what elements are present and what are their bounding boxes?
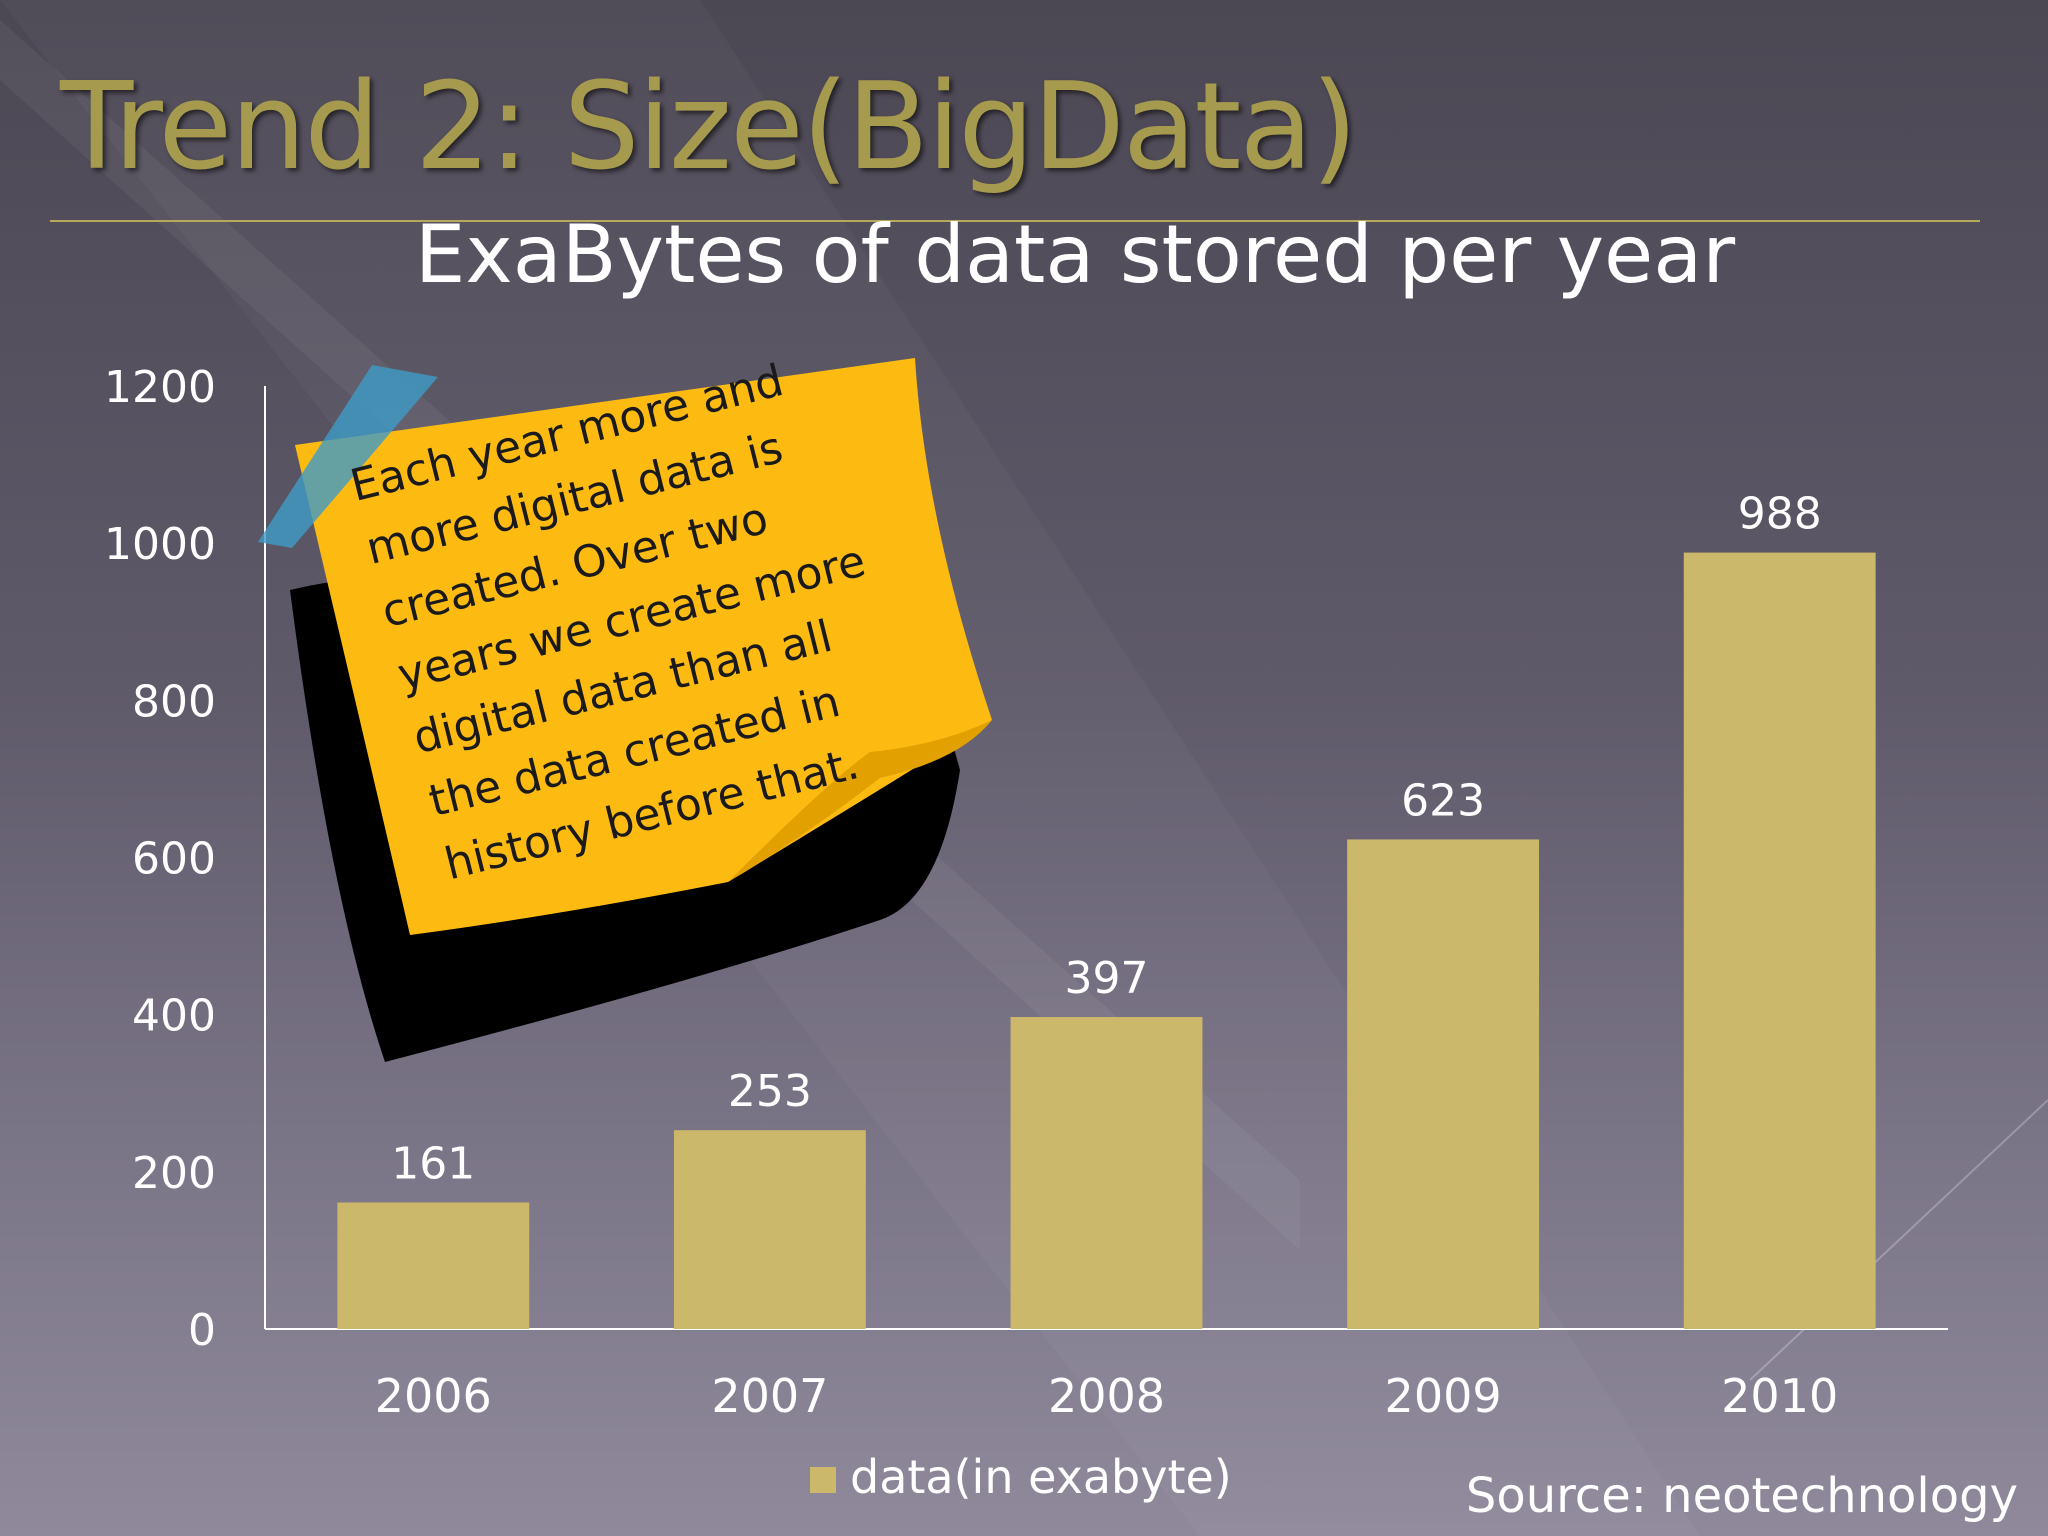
y-tick-label: 1000 <box>104 519 216 570</box>
source-label: Source: neotechnology <box>1466 1468 2018 1524</box>
x-axis-tick-labels: 2006 2007 2008 2009 2010 <box>375 1369 1838 1423</box>
x-tick-label: 2010 <box>1721 1369 1838 1423</box>
bar <box>1010 1017 1203 1329</box>
y-tick-label: 1200 <box>104 362 216 413</box>
y-tick-label: 800 <box>132 676 216 727</box>
bar-value-label: 253 <box>728 1066 812 1117</box>
chart-title: ExaBytes of data stored per year <box>415 208 1735 301</box>
bar-value-label: 397 <box>1065 953 1149 1004</box>
bar <box>337 1202 530 1329</box>
x-tick-label: 2006 <box>375 1369 492 1423</box>
slide-title: Trend 2: Size(BigData) <box>60 58 1358 197</box>
y-axis-tick-labels: 0 200 400 600 800 1000 1200 <box>104 362 216 1356</box>
y-tick-label: 400 <box>132 991 216 1042</box>
bar-value-label: 623 <box>1401 775 1485 826</box>
legend: data(in exabyte) <box>810 1450 1232 1504</box>
bar-value-label: 161 <box>391 1138 475 1189</box>
bar <box>673 1130 866 1329</box>
legend-label: data(in exabyte) <box>850 1450 1232 1504</box>
bar-value-label: 988 <box>1738 489 1822 540</box>
y-tick-label: 600 <box>132 834 216 885</box>
bar-series: 161 253 397 623 988 <box>337 489 1876 1329</box>
bar <box>1683 552 1876 1329</box>
x-tick-label: 2008 <box>1048 1369 1165 1423</box>
x-tick-label: 2009 <box>1385 1369 1502 1423</box>
legend-swatch <box>810 1467 836 1493</box>
y-tick-label: 200 <box>132 1148 216 1199</box>
title-divider <box>50 220 1980 222</box>
y-tick-label: 0 <box>188 1305 216 1356</box>
bar <box>1347 839 1540 1329</box>
x-tick-label: 2007 <box>711 1369 828 1423</box>
